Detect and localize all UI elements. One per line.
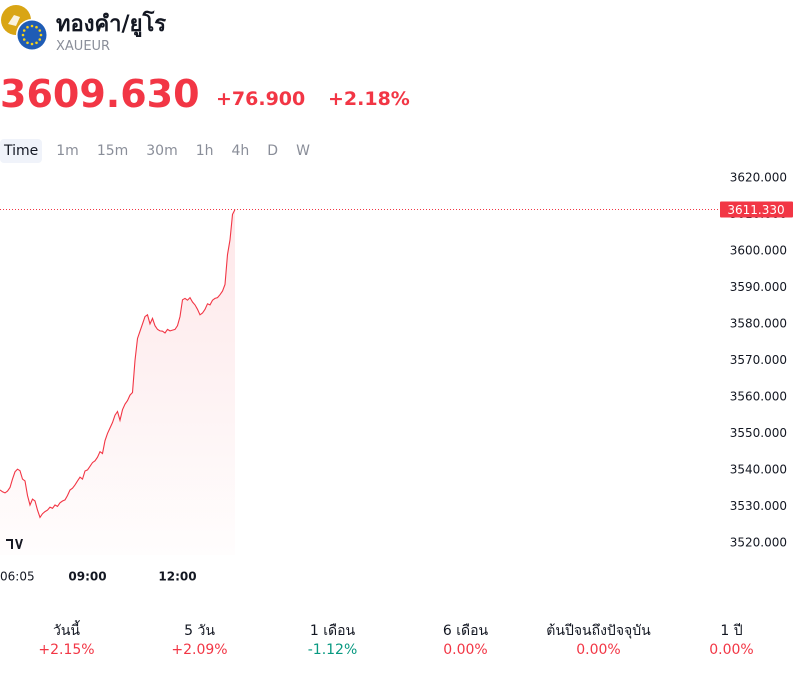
period-change: +2.15% <box>38 642 95 658</box>
period-item: วันนี้ +2.15% <box>0 620 133 658</box>
y-tick-label: 3570.000 <box>730 353 787 367</box>
y-tick-label: 3540.000 <box>730 462 787 476</box>
x-tick-label: 12:00 <box>158 570 196 584</box>
y-tick-label: 3560.000 <box>730 389 787 403</box>
period-label: 1 ปี <box>720 623 743 639</box>
price: 3609.630 <box>0 72 200 116</box>
period-change: 0.00% <box>443 642 488 658</box>
y-tick-label: 3590.000 <box>730 280 787 294</box>
pair-icons <box>1 5 48 51</box>
last-price-badge <box>720 201 793 218</box>
timeframe-tab[interactable]: 1m <box>56 143 79 159</box>
period-change: +2.09% <box>171 642 228 658</box>
period-item: 1 ปี 0.00% <box>665 620 798 658</box>
period-performance: วันนี้ +2.15% 5 วัน +2.09% 1 เดือน -1.12% 6 เด… <box>0 620 800 658</box>
y-tick-label: 3580.000 <box>730 316 787 330</box>
period-item: ต้นปีจนถึงปัจจุบัน 0.00% <box>532 620 665 658</box>
timeframe-tab[interactable]: 30m <box>146 143 178 159</box>
price-area <box>0 209 235 555</box>
y-tick-label: 3620.000 <box>730 170 787 184</box>
period-label: วันนี้ <box>52 623 80 639</box>
period-label: 6 เดือน <box>442 623 489 639</box>
period-label: 5 วัน <box>184 623 215 639</box>
last-price-label: 3611.330 <box>727 203 784 217</box>
y-tick-label: 3530.000 <box>730 499 787 513</box>
pair-title: ทองคำ/ยูโร <box>56 12 167 37</box>
period-change: 0.00% <box>576 642 621 658</box>
chart: 3520.000 3530.000 3540.000 3550.000 3560.000… <box>0 170 793 584</box>
timeframe-tab[interactable]: 1h <box>195 143 214 159</box>
y-tick-label: 3520.000 <box>730 535 787 549</box>
period-change: -1.12% <box>307 642 358 658</box>
period-item: 5 วัน +2.09% <box>133 620 266 658</box>
x-tick-label: 09:00 <box>68 570 106 584</box>
y-tick-label: 3550.000 <box>730 426 787 440</box>
timeframe-tabs: Time 1m 15m 30m 1h 4h D W <box>0 139 324 163</box>
period-change: 0.00% <box>709 642 754 658</box>
price-line <box>0 209 236 519</box>
y-tick-label: 3600.000 <box>730 243 787 257</box>
timeframe-tab[interactable]: Time <box>0 139 43 163</box>
period-label: 1 เดือน <box>309 623 356 639</box>
timeframe-tab[interactable]: D <box>267 143 279 159</box>
timeframe-tab[interactable]: W <box>296 143 310 159</box>
timeframe-tab[interactable]: 4h <box>231 143 250 159</box>
timeframe-tab[interactable]: 15m <box>96 143 129 159</box>
price-change-percent: +2.18% <box>328 88 410 110</box>
x-tick-label: 06:05 <box>0 570 35 584</box>
period-item: 6 เดือน 0.00% <box>399 620 532 658</box>
price-change: +76.900 <box>216 88 306 110</box>
period-item: 1 เดือน -1.12% <box>266 620 399 658</box>
symbol: XAUEUR <box>56 39 111 54</box>
period-label: ต้นปีจนถึงปัจจุบัน <box>546 623 651 639</box>
